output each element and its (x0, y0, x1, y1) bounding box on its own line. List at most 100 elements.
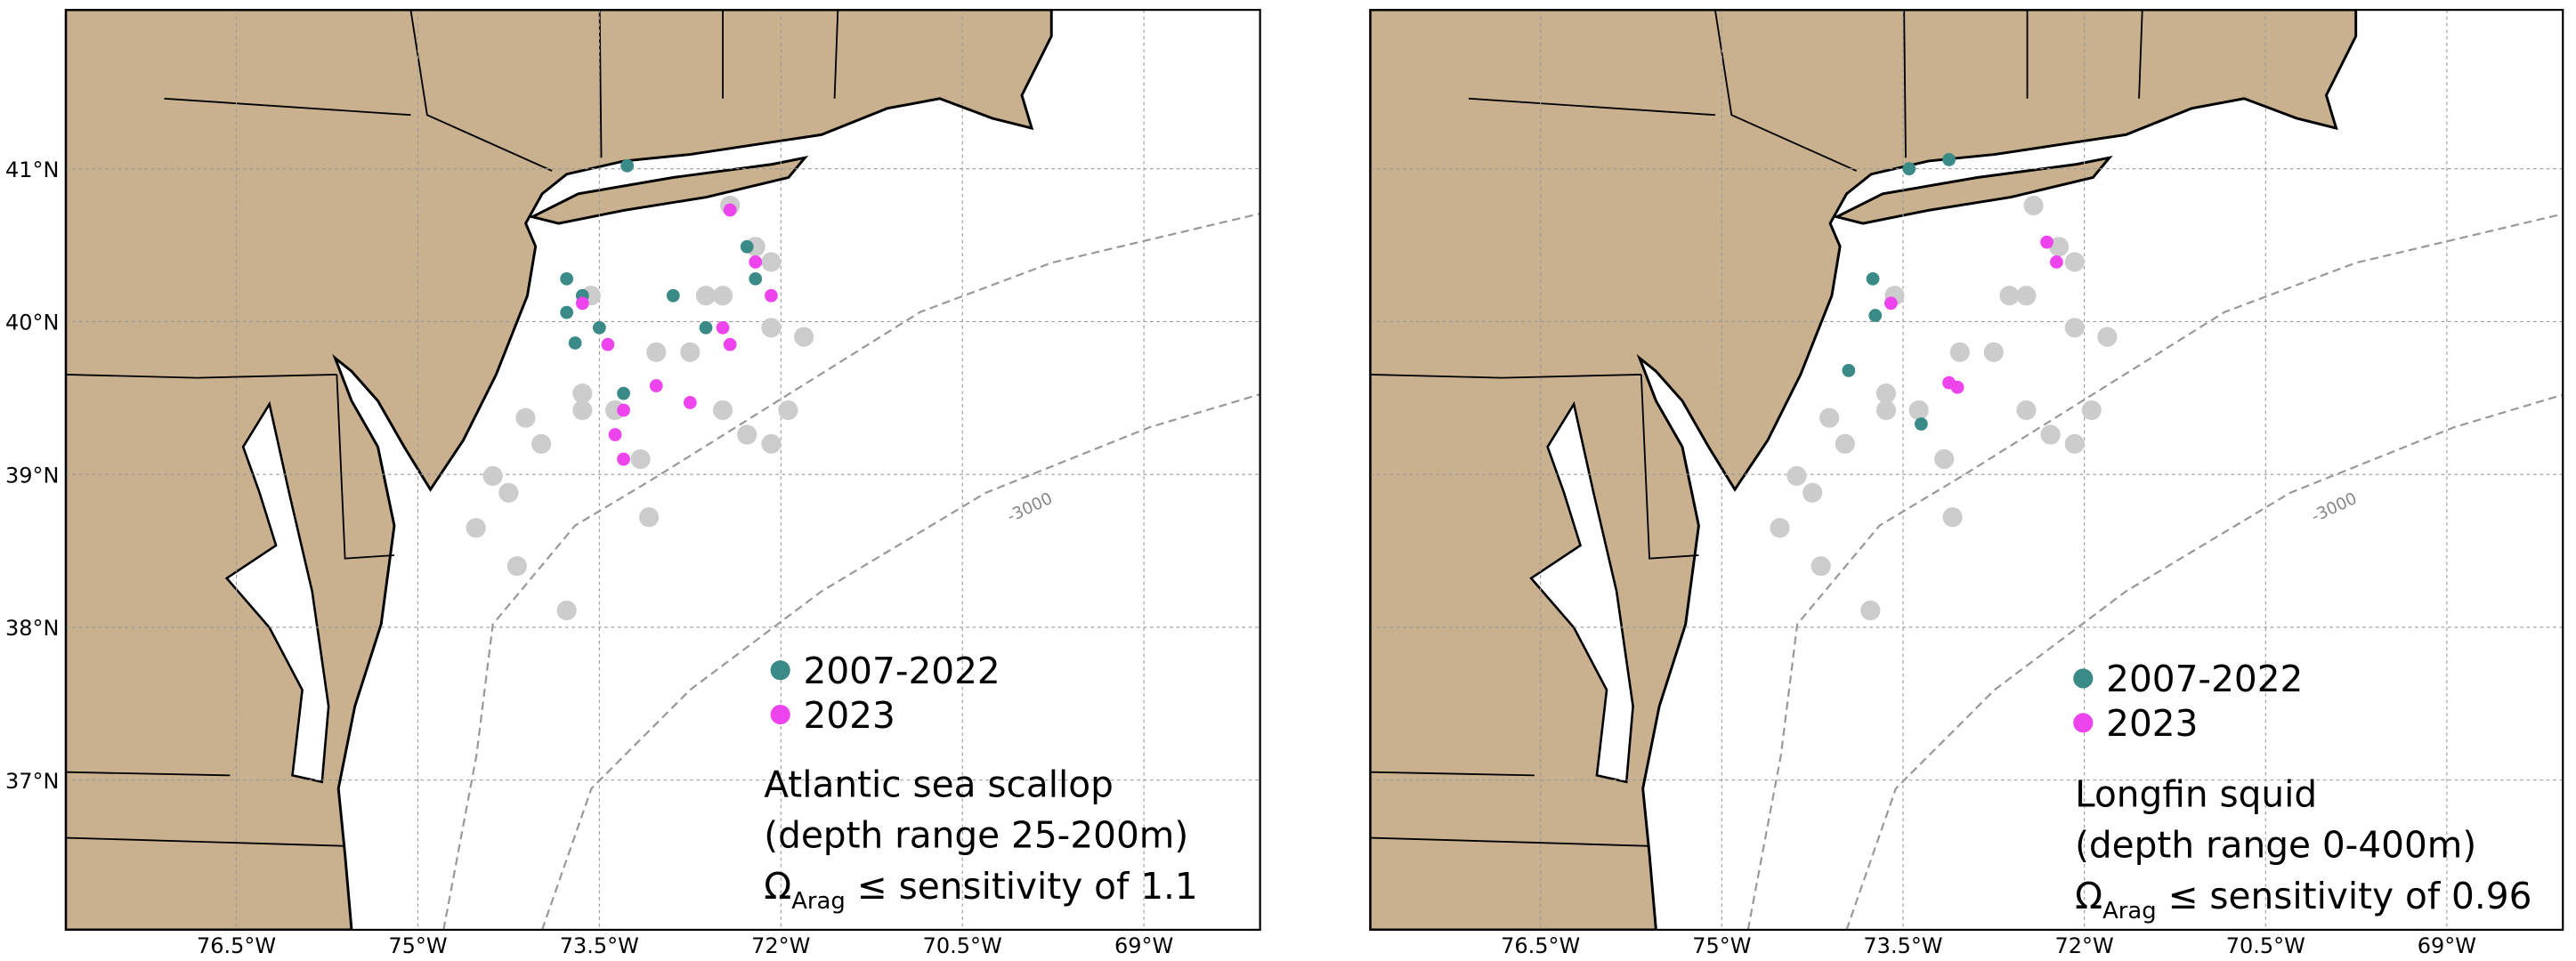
station-track-point (2040, 424, 2061, 445)
station-track-point (2016, 400, 2037, 421)
station-track-point (1860, 600, 1881, 621)
station-track-point (2016, 286, 2037, 306)
station-track-point (794, 327, 814, 347)
station-track-point (466, 518, 486, 538)
depth-range: (depth range 25-200m) (764, 814, 1188, 857)
omega-text: ≤ sensitivity of 1.1 (846, 865, 1198, 908)
panel-frame (1369, 8, 2564, 932)
station-track-point (572, 384, 593, 404)
station-track-point (2064, 433, 2085, 454)
observation-point (723, 337, 737, 351)
observation-point (2050, 255, 2063, 269)
observation-point (666, 288, 680, 303)
observation-point (617, 403, 630, 417)
observation-point (575, 296, 589, 311)
observation-point (560, 271, 574, 286)
x-tick-label: 76.5°W (197, 933, 276, 958)
observation-point (699, 320, 713, 335)
observation-point (560, 305, 574, 319)
map-panel: -3000 (1370, 10, 2564, 930)
station-track-point (2081, 400, 2102, 421)
observation-point (716, 320, 730, 335)
y-tick-label: 38°N (5, 616, 59, 641)
station-track-point (1999, 286, 2020, 306)
station-track-point (1949, 342, 1970, 362)
x-tick-label: 75°W (1692, 933, 1751, 958)
y-tick-label: 37°N (5, 769, 59, 794)
observation-point (740, 239, 754, 254)
x-tick-label: 72°W (2055, 933, 2114, 958)
station-track-point (572, 400, 593, 421)
station-track-point (1875, 384, 1897, 404)
observation-point (1902, 162, 1916, 176)
x-tick-label: 76.5°W (1501, 933, 1580, 958)
legend-label: 2007-2022 (2106, 658, 2303, 700)
station-track-point (1908, 400, 1929, 421)
species-name: Atlantic sea scallop (764, 763, 1114, 805)
station-track-point (531, 433, 552, 454)
station-track-point (761, 318, 782, 338)
legend-label: 2023 (804, 694, 895, 737)
panel-frame (64, 8, 1261, 932)
station-track-point (1802, 482, 1823, 503)
observation-point (2040, 235, 2054, 249)
station-track-point (515, 408, 536, 428)
x-tick-label: 73.5°W (1863, 933, 1942, 958)
observation-point (617, 386, 630, 400)
observation-point (723, 203, 737, 217)
observation-point (617, 452, 630, 466)
station-track-point (761, 252, 782, 272)
station-track-point (1819, 408, 1840, 428)
x-tick-label: 70.5°W (923, 933, 1002, 958)
y-tick-label: 41°N (5, 157, 59, 182)
x-tick-label: 70.5°W (2226, 933, 2305, 958)
station-track-point (506, 556, 527, 577)
observation-point (1866, 271, 1880, 286)
station-track-point (712, 286, 733, 306)
station-track-point (737, 424, 757, 445)
station-track-point (2023, 195, 2044, 215)
station-track-point (1786, 465, 1807, 486)
depth-range: (depth range 0-400m) (2075, 824, 2476, 867)
species-name: Longfin squid (2075, 772, 2317, 815)
x-tick-label: 69°W (1114, 933, 1173, 958)
station-track-point (1983, 342, 2004, 362)
legend-marker (770, 705, 790, 725)
omega-subscript: Arag (791, 888, 846, 915)
observation-point (1842, 363, 1856, 377)
legend-label: 2023 (2106, 702, 2198, 745)
omega-threshold: ΩArag ≤ sensitivity of 1.1 (764, 865, 1198, 915)
omega-symbol: Ω (2075, 875, 2102, 917)
station-track-point (1835, 433, 1855, 454)
omega-symbol: Ω (764, 865, 791, 908)
omega-subscript: Arag (2102, 898, 2157, 925)
station-track-point (1934, 448, 1955, 470)
observation-point (649, 379, 663, 392)
x-tick-label: 73.5°W (560, 933, 639, 958)
station-track-point (2064, 252, 2085, 272)
x-tick-label: 69°W (2418, 933, 2476, 958)
station-track-point (630, 448, 651, 470)
station-track-point (1875, 400, 1897, 421)
legend-marker (2073, 713, 2094, 733)
x-tick-label: 75°W (388, 933, 447, 958)
observation-point (1914, 417, 1928, 431)
observation-point (765, 288, 778, 303)
observation-point (608, 428, 622, 441)
station-track-point (680, 342, 701, 362)
station-track-point (712, 400, 733, 421)
station-track-point (646, 342, 667, 362)
station-track-point (778, 400, 798, 421)
station-track-point (1942, 507, 1963, 528)
legend-marker (770, 660, 790, 681)
legend-marker (2073, 668, 2094, 689)
observation-point (601, 337, 615, 351)
observation-point (1884, 296, 1898, 311)
map-panel: -3000 (65, 10, 1260, 930)
legend-label: 2007-2022 (804, 650, 1000, 692)
observation-point (749, 271, 763, 286)
omega-threshold: ΩArag ≤ sensitivity of 0.96 (2075, 875, 2531, 925)
station-track-point (2064, 318, 2085, 338)
